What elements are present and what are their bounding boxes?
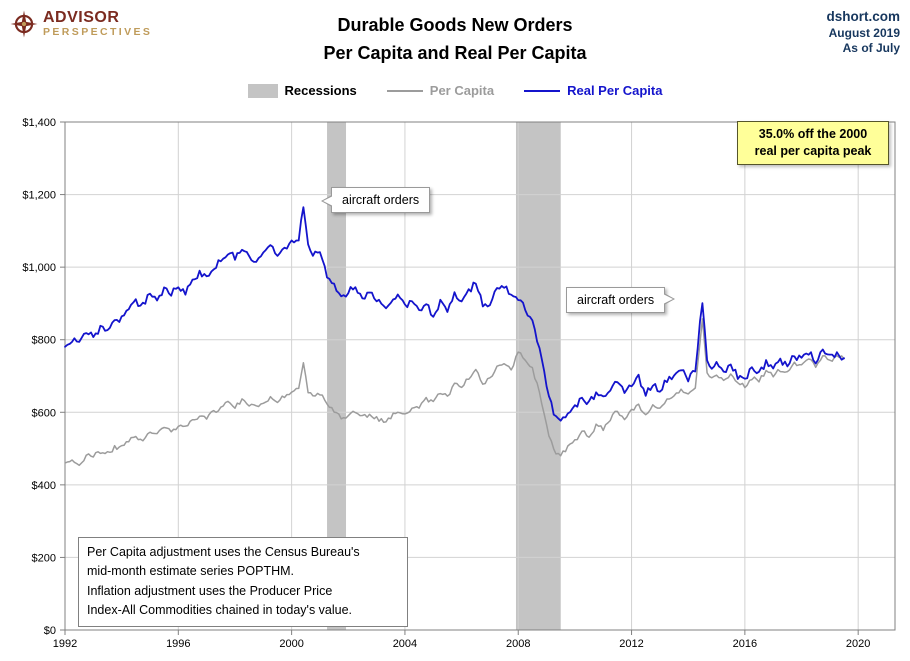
title-line-1: Durable Goods New Orders [337,15,573,35]
y-tick-label: $400 [32,480,56,492]
chart-title: Durable Goods New Orders Per Capita and … [0,12,910,68]
line-chart: $0 $200 $400 $600 $800 $1,000 $1,200 $1,400 1992… [22,117,896,650]
peak-annotation-line-1: 35.0% off the 2000 [758,127,868,141]
x-tick-label: 2000 [279,638,303,650]
y-tick-label: $600 [32,407,56,419]
recession-band [327,122,347,630]
aircraft-orders-label-2000: aircraft orders [342,193,420,207]
legend-label-real-per-capita: Real Per Capita [567,83,663,98]
aircraft-orders-callout-2000: aircraft orders [320,187,431,213]
logo-text: ADVISOR PERSPECTIVES [43,9,153,38]
advisor-perspectives-logo: ADVISOR PERSPECTIVES [10,9,153,38]
x-tick-label: 2004 [393,638,417,650]
recession-swatch [247,83,278,98]
methodology-line-2: mid-month estimate series POPTHM. [87,564,294,579]
source-block: dshort.com August 2019 As of July [826,8,900,57]
methodology-line-3: Inflation adjustment uses the Producer P… [87,583,333,598]
per-capita-line [64,318,845,467]
x-tick-label: 1996 [166,638,190,650]
source-asof: As of July [842,41,900,56]
legend: Recessions Per Capita Real Per Capita [0,83,910,98]
methodology-note: Per Capita adjustment uses the Census Bu… [78,537,408,627]
logo-perspectives: PERSPECTIVES [43,25,153,38]
y-tick-label: $1,400 [22,117,56,129]
logo-advisor: ADVISOR [43,9,120,27]
real-per-capita-swatch [524,89,561,92]
aircraft-orders-label-2014: aircraft orders [577,293,655,307]
title-line-2: Per Capita and Real Per Capita [323,42,587,63]
x-tick-label: 1992 [53,638,77,650]
y-tick-label: $0 [44,625,56,637]
recession-band [515,122,561,630]
legend-label-recessions: Recessions [284,83,357,98]
compass-icon [10,10,38,38]
plot-border [64,121,896,631]
source-date: August 2019 [828,25,900,40]
x-tick-label: 2012 [619,638,643,650]
methodology-line-4: Index-All Commodities chained in today's… [87,603,353,618]
per-capita-swatch [386,89,423,92]
x-tick-label: 2020 [846,638,870,650]
legend-item-real-per-capita: Real Per Capita [524,83,662,98]
legend-item-per-capita: Per Capita [386,83,495,98]
y-tick-label: $1,000 [22,262,56,274]
legend-item-recessions: Recessions [247,83,357,98]
peak-annotation-line-2: real per capita peak [754,143,872,158]
x-tick-label: 2008 [506,638,530,650]
source-site: dshort.com [826,9,900,24]
peak-annotation: 35.0% off the 2000 real per capita peak [737,121,889,165]
x-tick-label: 2016 [733,638,757,650]
legend-label-per-capita: Per Capita [429,83,495,98]
y-tick-label: $200 [32,552,56,564]
y-tick-label: $1,200 [22,190,56,202]
methodology-line-1: Per Capita adjustment uses the Census Bu… [87,545,360,559]
y-tick-label: $800 [32,335,56,347]
aircraft-orders-callout-2014: aircraft orders [566,287,676,313]
real-per-capita-line [64,206,845,422]
